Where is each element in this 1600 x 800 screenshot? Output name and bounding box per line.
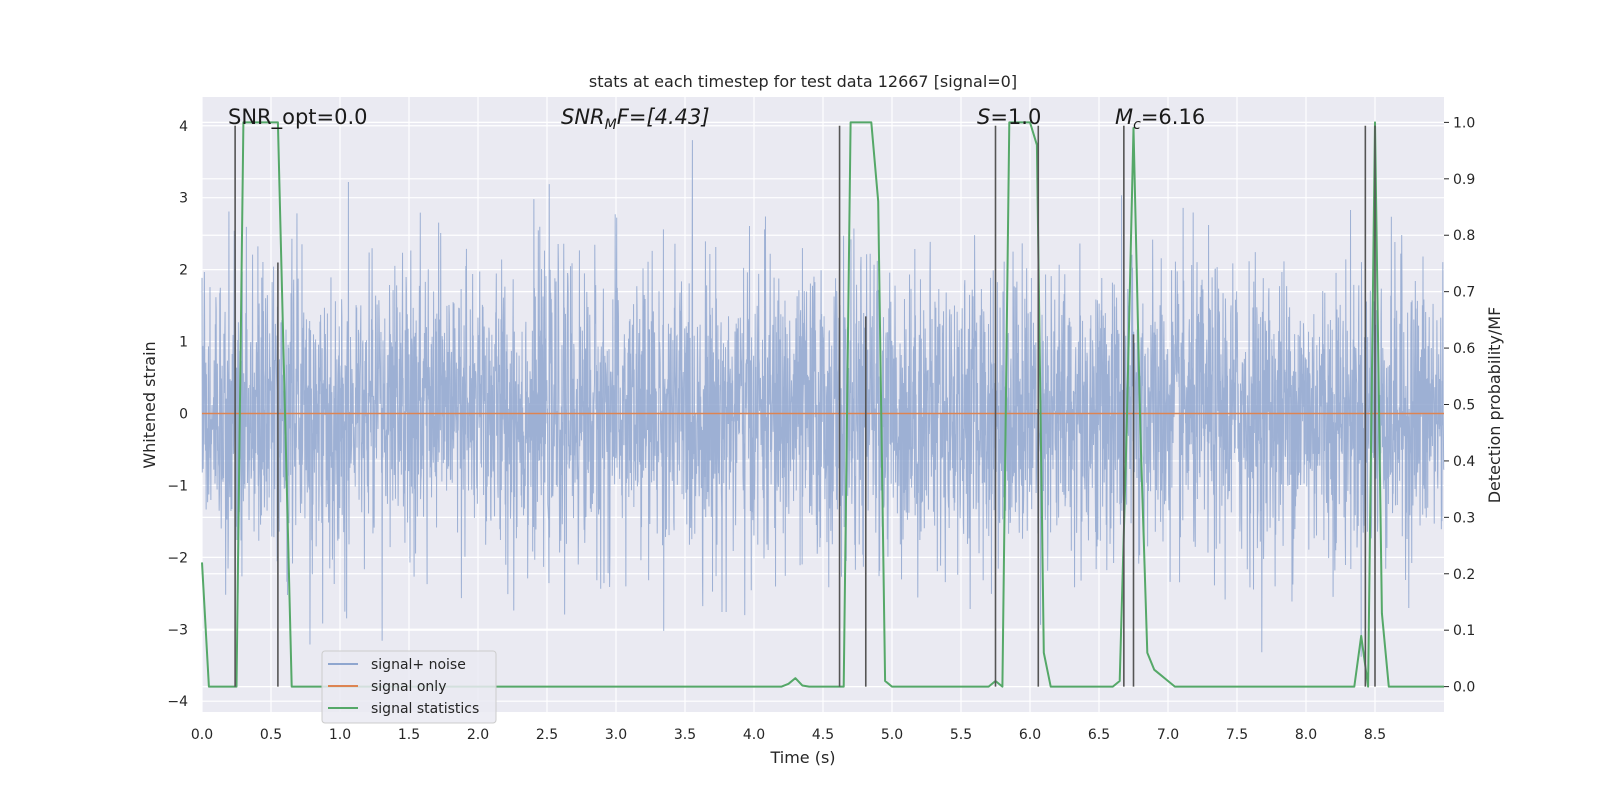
y2-tick-label: 0.2 [1453, 567, 1475, 583]
x-tick-label: 6.0 [1019, 727, 1041, 743]
chart-title: stats at each timestep for test data 126… [589, 72, 1017, 91]
legend-label-signal-noise: signal+ noise [371, 657, 466, 673]
x-tick-label: 2.0 [467, 727, 489, 743]
y2-tick-label: 0.3 [1453, 510, 1475, 526]
y2-tick-label: 0.4 [1453, 454, 1475, 470]
legend-label-signal-only: signal only [371, 679, 446, 695]
x-tick-label: 6.5 [1088, 727, 1110, 743]
y-tick-label: 3 [179, 191, 188, 207]
y2-tick-label: 1.0 [1453, 115, 1475, 131]
y2-tick-label: 0.9 [1453, 172, 1475, 188]
x-tick-label: 0.0 [191, 727, 213, 743]
y-tick-label: 1 [179, 335, 188, 351]
x-tick-label: 5.5 [950, 727, 972, 743]
x-tick-label: 4.5 [812, 727, 834, 743]
legend: signal+ noise signal only signal statist… [321, 650, 497, 724]
y-tick-label: −4 [167, 694, 188, 710]
x-tick-label: 7.5 [1226, 727, 1248, 743]
y2-tick-label: 0.8 [1453, 228, 1475, 244]
y2-tick-label: 0.6 [1453, 341, 1475, 357]
y-tick-label: 0 [179, 406, 188, 422]
legend-label-signal-statistics: signal statistics [371, 701, 479, 717]
signal-statistics-line [201, 121, 1444, 688]
x-tick-label: 1.5 [398, 727, 420, 743]
y-tick-label: 4 [179, 119, 188, 135]
legend-box [321, 650, 497, 724]
x-tick-label: 1.0 [329, 727, 351, 743]
y-axis-label: Whitened strain [140, 341, 159, 468]
x-tick-label: 2.5 [536, 727, 558, 743]
y-tick-label: −2 [167, 550, 188, 566]
annotation-mc-value: Mc=6.16 [1115, 105, 1205, 133]
signal-noise-line [201, 140, 1445, 657]
y-tick-label: −3 [167, 622, 188, 638]
x-tick-label: 5.0 [881, 727, 903, 743]
x-tick-label: 8.5 [1364, 727, 1386, 743]
x-tick-label: 0.5 [260, 727, 282, 743]
annotation-s-value: S=1.0 [977, 105, 1041, 129]
x-tick-label: 8.0 [1295, 727, 1317, 743]
x-axis-label: Time (s) [769, 748, 835, 767]
x-tick-label: 3.5 [674, 727, 696, 743]
y2-tick-label: 0.7 [1453, 285, 1475, 301]
y-tick-label: −1 [167, 478, 188, 494]
y2-tick-label: 0.1 [1453, 623, 1475, 639]
y-tick-label: 2 [179, 263, 188, 279]
x-tick-label: 4.0 [743, 727, 765, 743]
annotation-snr-mf: SNRMF=[4.43] [561, 105, 710, 133]
x-tick-label: 3.0 [605, 727, 627, 743]
x-tick-label: 7.0 [1157, 727, 1179, 743]
y2-axis-label: Detection probability/MF [1485, 307, 1504, 504]
annotation-snr-opt: SNR_opt=0.0 [228, 105, 368, 130]
y2-tick-label: 0.0 [1453, 680, 1475, 696]
y2-tick-label: 0.5 [1453, 398, 1475, 414]
